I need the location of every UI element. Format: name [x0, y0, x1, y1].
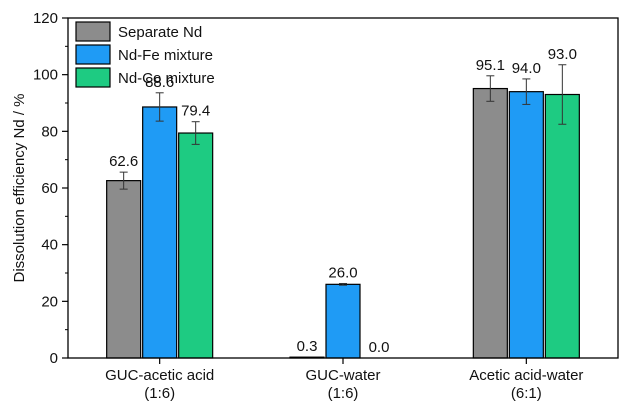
data-label: 0.0 — [369, 339, 390, 356]
data-label: 88.6 — [145, 74, 174, 91]
bar — [544, 93, 580, 359]
x-category-label: (6:1) — [511, 385, 542, 402]
bar — [178, 132, 214, 359]
data-label: 79.4 — [181, 103, 210, 120]
y-tick-label: 100 — [33, 67, 58, 84]
y-tick-label: 60 — [41, 180, 58, 197]
bar — [508, 91, 544, 359]
data-label: 95.1 — [476, 57, 505, 74]
data-label: 93.0 — [548, 46, 577, 63]
y-axis-title: Dissolution efficiency Nd / % — [11, 94, 28, 283]
bar — [106, 180, 142, 359]
data-labels-layer: 62.6 88.6 79.4 0.3 26.0 0.0 95.1 94.0 93.0 — [109, 46, 577, 356]
bar — [142, 106, 178, 359]
legend-swatch — [75, 21, 111, 42]
bars-layer — [106, 87, 580, 359]
x-category-label: (1:6) — [328, 385, 359, 402]
x-category-label: GUC-water — [305, 367, 380, 384]
legend-label: Nd-Co mixture — [118, 70, 215, 87]
legend-swatch — [75, 44, 111, 65]
y-axis: 0 20 40 60 80 100 120 — [33, 10, 68, 367]
x-category-label: GUC-acetic acid — [105, 367, 214, 384]
y-tick-label: 120 — [33, 10, 58, 27]
y-tick-label: 20 — [41, 293, 58, 310]
data-label: 94.0 — [512, 60, 541, 77]
y-tick-label: 80 — [41, 123, 58, 140]
x-category-label: Acetic acid-water — [469, 367, 583, 384]
y-tick-label: 40 — [41, 237, 58, 254]
legend: Separate Nd Nd-Fe mixture Nd-Co mixture — [75, 21, 215, 88]
x-category-label: (1:6) — [144, 385, 175, 402]
data-label: 0.3 — [297, 338, 318, 355]
legend-swatch — [75, 67, 111, 88]
error-bars-layer — [119, 64, 567, 286]
data-label: 26.0 — [328, 264, 357, 281]
legend-label: Separate Nd — [118, 24, 202, 41]
legend-label: Nd-Fe mixture — [118, 47, 213, 64]
y-tick-label: 0 — [50, 350, 58, 367]
data-label: 62.6 — [109, 153, 138, 170]
bar — [325, 283, 361, 359]
x-axis: GUC-acetic acid(1:6)GUC-water(1:6)Acetic… — [105, 358, 583, 402]
bar — [472, 87, 508, 359]
